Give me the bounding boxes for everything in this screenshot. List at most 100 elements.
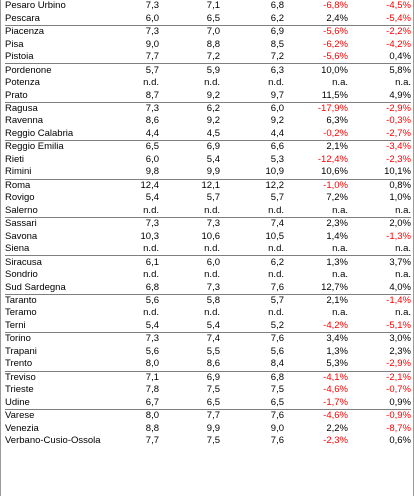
value-2-cell: n.d. [204, 77, 220, 89]
value-2-cell: n.d. [204, 204, 220, 216]
province-name-cell: Rieti [5, 153, 25, 165]
province-name-cell: Teramo [5, 307, 37, 319]
value-1-cell: 8,7 [145, 89, 159, 101]
value-1-cell: 5,6 [123, 293, 159, 308]
value-1-cell: 6,1 [123, 255, 159, 269]
value-3-cell: 7,6 [220, 332, 284, 346]
table-row: Siracusa 6,1 6,0 6,2 1,3% 3,7% [5, 255, 411, 269]
change-1-cell: -1,7% [323, 396, 348, 408]
province-name-cell: Savona [5, 230, 38, 242]
change-2-cell: -4,5% [386, 0, 411, 12]
table-row: Torino 7,3 7,4 7,6 3,4% 3,0% [5, 332, 411, 346]
value-2-cell: 7,3 [159, 216, 220, 231]
change-2-cell: 10,1% [384, 166, 411, 178]
value-1-cell: 8,8 [145, 422, 159, 434]
table-row: Pesaro Urbino 7,3 7,1 6,8 -6,8% -4,5% [5, 0, 411, 12]
value-3-cell: 9,7 [270, 89, 284, 101]
value-1-cell: 6,0 [145, 153, 159, 165]
table-row: Varese 8,0 7,7 7,6 -4,6% -0,9% [5, 409, 411, 423]
value-3-cell: 5,6 [270, 345, 284, 357]
change-1-cell: 2,1% [284, 293, 348, 308]
value-2-cell: 5,7 [206, 192, 220, 204]
table-row: Reggio Calabria 4,4 4,5 4,4 -0,2% -2,7% [5, 128, 411, 141]
table-row: Venezia 8,8 9,9 9,0 2,2% -8,7% [5, 422, 411, 434]
table-row: Reggio Emilia 6,5 6,9 6,6 2,1% -3,4% [5, 140, 411, 154]
value-2-cell: n.d. [204, 269, 220, 281]
table-row: Potenza n.d. n.d. n.d. n.a. n.a. [5, 77, 411, 89]
value-3-cell: 7,2 [270, 51, 284, 63]
value-2-cell: 4,5 [206, 127, 220, 139]
value-1-cell: 7,1 [123, 370, 159, 385]
value-1-cell: 7,3 [145, 0, 159, 12]
table-row: Ravenna 8,6 9,2 9,2 6,3% -0,3% [5, 115, 411, 127]
value-1-cell: 5,4 [145, 319, 159, 331]
change-1-cell: 10,0% [284, 63, 348, 77]
change-1-cell: 2,4% [326, 12, 348, 24]
change-1-cell: 5,3% [326, 358, 348, 370]
value-2-cell: 6,9 [159, 140, 220, 154]
value-2-cell: 5,5 [206, 345, 220, 357]
change-2-cell: 0,9% [389, 396, 411, 408]
table-row: Rimini 9,8 9,9 10,9 10,6% 10,1% [5, 166, 411, 179]
province-table-body: Pesaro Urbino 7,3 7,1 6,8 -6,8% -4,5% Pescara 6… [5, 0, 411, 447]
change-2-cell: 0,4% [389, 51, 411, 63]
change-2-cell: -2,1% [348, 370, 411, 385]
change-1-cell: -4,6% [323, 384, 348, 396]
value-2-cell: 7,4 [159, 332, 220, 346]
change-1-cell: 6,3% [326, 115, 348, 127]
table-row: Rieti 6,0 5,4 5,3 -12,4% -2,3% [5, 154, 411, 166]
value-3-cell: 6,9 [220, 24, 284, 39]
table-row: Savona 10,3 10,6 10,5 1,4% -1,3% [5, 230, 411, 242]
change-2-cell: 4,9% [389, 89, 411, 101]
value-2-cell: 7,0 [159, 24, 220, 39]
change-2-cell: n.a. [395, 269, 411, 281]
change-2-cell: 3,7% [348, 255, 411, 269]
value-2-cell: n.d. [204, 243, 220, 255]
change-1-cell: 1,4% [326, 230, 348, 242]
change-2-cell: 2,3% [389, 345, 411, 357]
province-name-cell: Ravenna [5, 115, 44, 127]
province-name-cell: Siracusa [5, 255, 123, 269]
value-1-cell: 6,5 [123, 140, 159, 154]
table-row: Trieste 7,8 7,5 7,5 -4,6% -0,7% [5, 384, 411, 396]
value-3-cell: 9,0 [270, 422, 284, 434]
change-1-cell: -12,4% [317, 153, 348, 165]
value-3-cell: 6,6 [220, 140, 284, 154]
change-1-cell: n.a. [332, 307, 348, 319]
value-2-cell: 9,9 [206, 422, 220, 434]
value-3-cell: n.d. [268, 243, 284, 255]
table-row: Teramo n.d. n.d. n.d. n.a. n.a. [5, 307, 411, 319]
change-1-cell: 2,3% [284, 216, 348, 231]
value-3-cell: n.d. [268, 77, 284, 89]
province-name-cell: Roma [5, 178, 123, 193]
change-1-cell: n.a. [332, 269, 348, 281]
change-2-cell: n.a. [395, 204, 411, 216]
value-3-cell: 7,6 [270, 281, 284, 293]
value-3-cell: 7,5 [270, 384, 284, 396]
province-name-cell: Taranto [5, 293, 123, 308]
table-row: Taranto 5,6 5,8 5,7 2,1% -1,4% [5, 293, 411, 308]
value-1-cell: 7,3 [123, 332, 159, 346]
table-row: Salerno n.d. n.d. n.d. n.a. n.a. [5, 205, 411, 218]
change-1-cell: -5,6% [323, 51, 348, 63]
province-name-cell: Trento [5, 358, 33, 370]
value-3-cell: 6,2 [220, 255, 284, 269]
value-1-cell: n.d. [143, 77, 159, 89]
province-name-cell: Siena [5, 243, 30, 255]
change-2-cell: -1,3% [386, 230, 411, 242]
value-2-cell: 6,9 [159, 370, 220, 385]
change-2-cell: -1,4% [348, 293, 411, 308]
change-2-cell: 4,0% [389, 281, 411, 293]
value-2-cell: 7,2 [206, 51, 220, 63]
province-name-cell: Sondrio [5, 269, 38, 281]
value-2-cell: 8,8 [206, 38, 220, 50]
change-1-cell: 1,3% [284, 255, 348, 269]
change-2-cell: -2,9% [348, 101, 411, 116]
change-1-cell: -4,1% [284, 370, 348, 385]
province-name-cell: Treviso [5, 370, 123, 385]
province-name-cell: Reggio Calabria [5, 127, 74, 139]
change-1-cell: 1,3% [326, 345, 348, 357]
value-3-cell: 6,8 [220, 370, 284, 385]
province-name-cell: Sassari [5, 216, 123, 231]
change-1-cell: 10,6% [321, 166, 348, 178]
